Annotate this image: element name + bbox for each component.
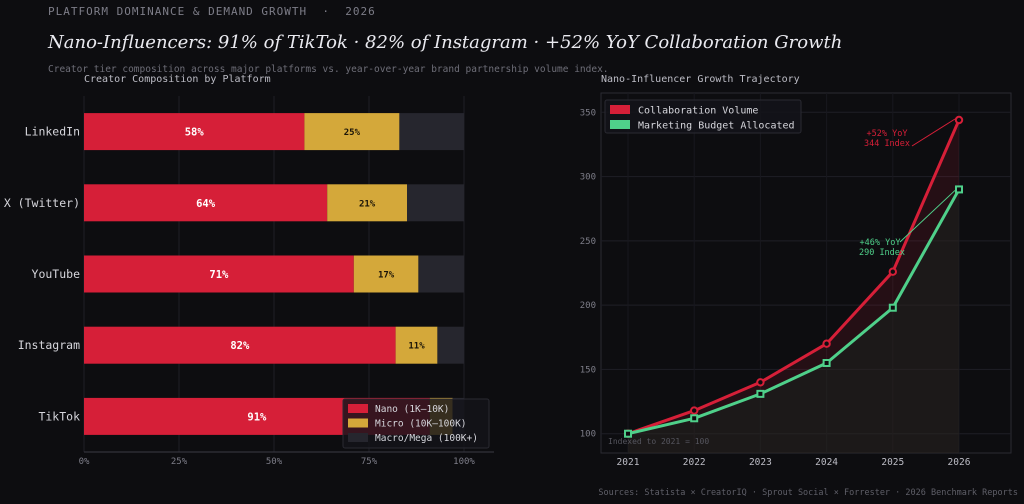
legend-box bbox=[342, 398, 490, 449]
legend-box bbox=[604, 99, 802, 134]
legend-label: Collaboration Volume bbox=[638, 106, 758, 117]
category-label: LinkedIn bbox=[25, 125, 80, 139]
x-tick-label: 2026 bbox=[948, 457, 971, 468]
bar-row: X (Twitter) 64% 21% bbox=[4, 184, 464, 222]
annotation-text: 344 Index bbox=[864, 139, 910, 149]
data-point bbox=[690, 406, 699, 415]
bar-chart: Creator Composition by Platform LinkedIn… bbox=[4, 74, 494, 467]
bar-segment bbox=[84, 184, 328, 222]
bar-segment bbox=[399, 113, 464, 151]
data-point bbox=[954, 115, 964, 125]
legend-label: Micro (10K–100K) bbox=[375, 419, 467, 430]
bar-segment bbox=[353, 255, 419, 293]
x-tick-label: 75% bbox=[361, 457, 378, 467]
bar-row: Instagram 82% 11% bbox=[18, 326, 464, 364]
nano-data-label: 64% bbox=[196, 198, 216, 210]
x-tick-label: 2024 bbox=[815, 457, 838, 468]
data-point bbox=[756, 378, 765, 387]
bar-segment bbox=[407, 184, 464, 222]
x-tick-label: 0% bbox=[79, 457, 90, 467]
x-tick-label: 2021 bbox=[617, 457, 640, 468]
legend-swatch bbox=[610, 105, 630, 114]
category-label: YouTube bbox=[32, 267, 81, 281]
data-point bbox=[624, 429, 632, 438]
bar-segment bbox=[327, 184, 407, 222]
micro-data-label: 25% bbox=[344, 128, 361, 138]
gap-band-fill bbox=[628, 120, 959, 434]
x-tick-label: 2025 bbox=[881, 457, 904, 468]
data-point bbox=[822, 359, 831, 367]
legend-swatch bbox=[348, 433, 368, 442]
bar-chart-legend: Nano (1K–10K) Micro (10K–100K) Macro/Mega … bbox=[342, 398, 490, 449]
x-tick-label: 2023 bbox=[749, 457, 772, 468]
bar-segment bbox=[395, 326, 438, 364]
nano-data-label: 91% bbox=[247, 411, 267, 423]
data-point bbox=[822, 339, 831, 348]
annotation-text: +46% YoY bbox=[860, 238, 901, 248]
legend-label: Marketing Budget Allocated bbox=[638, 121, 795, 132]
legend-swatch bbox=[348, 418, 368, 428]
series-line bbox=[627, 119, 961, 436]
sources-footer: Sources: Statista × CreatorIQ · Sprout S… bbox=[598, 488, 1018, 498]
nano-data-label: 82% bbox=[230, 340, 250, 352]
y-tick-label: 250 bbox=[580, 237, 596, 247]
bar-row: YouTube 71% 17% bbox=[32, 255, 464, 293]
bar-chart-title: Creator Composition by Platform bbox=[84, 74, 271, 85]
y-tick-label: 300 bbox=[580, 173, 596, 183]
category-label: TikTok bbox=[38, 409, 80, 423]
line-chart-legend: Collaboration Volume Marketing Budget All… bbox=[604, 99, 802, 134]
legend-label: Macro/Mega (100K+) bbox=[375, 433, 478, 444]
x-tick-label: 25% bbox=[171, 457, 188, 467]
micro-data-label: 11% bbox=[408, 342, 425, 352]
bar-segment bbox=[304, 113, 400, 151]
budget-area-fill bbox=[628, 189, 959, 453]
x-tick-label: 50% bbox=[266, 457, 283, 467]
bar-segment bbox=[84, 255, 354, 293]
bar-row: LinkedIn 58% 25% bbox=[25, 113, 464, 151]
micro-data-label: 17% bbox=[378, 271, 395, 281]
line-chart-frame bbox=[600, 92, 1012, 454]
bar-segment bbox=[437, 326, 464, 364]
y-tick-label: 150 bbox=[580, 365, 596, 375]
data-point bbox=[888, 267, 897, 276]
page-subtitle: Creator tier composition across major pl… bbox=[48, 64, 609, 75]
bar-segment bbox=[418, 255, 464, 293]
annotation-arrow bbox=[899, 190, 956, 243]
data-point bbox=[955, 185, 963, 194]
bar-segment bbox=[84, 326, 396, 364]
collab-series bbox=[623, 115, 964, 438]
legend-label: Nano (1K–10K) bbox=[375, 404, 449, 415]
category-label: Instagram bbox=[18, 338, 80, 352]
series-line bbox=[627, 188, 961, 436]
budget-series bbox=[624, 185, 963, 438]
bar-segment bbox=[84, 113, 305, 151]
y-tick-label: 100 bbox=[580, 430, 596, 440]
page-title: Nano-Influencers: 91% of TikTok · 82% of… bbox=[48, 32, 843, 53]
legend-swatch bbox=[348, 404, 368, 413]
y-tick-label: 350 bbox=[580, 108, 596, 118]
micro-data-label: 21% bbox=[359, 199, 376, 209]
legend-swatch bbox=[610, 120, 630, 129]
nano-data-label: 58% bbox=[185, 127, 205, 139]
eyebrow-label: PLATFORM DOMINANCE & DEMAND GROWTH · 202… bbox=[48, 5, 376, 18]
annotation-arrow bbox=[911, 118, 956, 147]
category-label: X (Twitter) bbox=[4, 196, 80, 210]
line-chart-title: Nano-Influencer Growth Trajectory bbox=[601, 74, 800, 85]
nano-data-label: 71% bbox=[209, 269, 229, 281]
annotation-text: +52% YoY bbox=[867, 129, 908, 139]
y-tick-label: 200 bbox=[580, 301, 596, 311]
annotation-text: 290 Index bbox=[859, 248, 905, 258]
data-point bbox=[756, 389, 765, 398]
data-point bbox=[623, 429, 633, 438]
x-tick-label: 100% bbox=[453, 457, 475, 467]
data-point bbox=[888, 303, 897, 312]
data-point bbox=[690, 414, 699, 423]
index-note: Indexed to 2021 = 100 bbox=[608, 437, 709, 446]
x-tick-label: 2022 bbox=[683, 457, 706, 468]
